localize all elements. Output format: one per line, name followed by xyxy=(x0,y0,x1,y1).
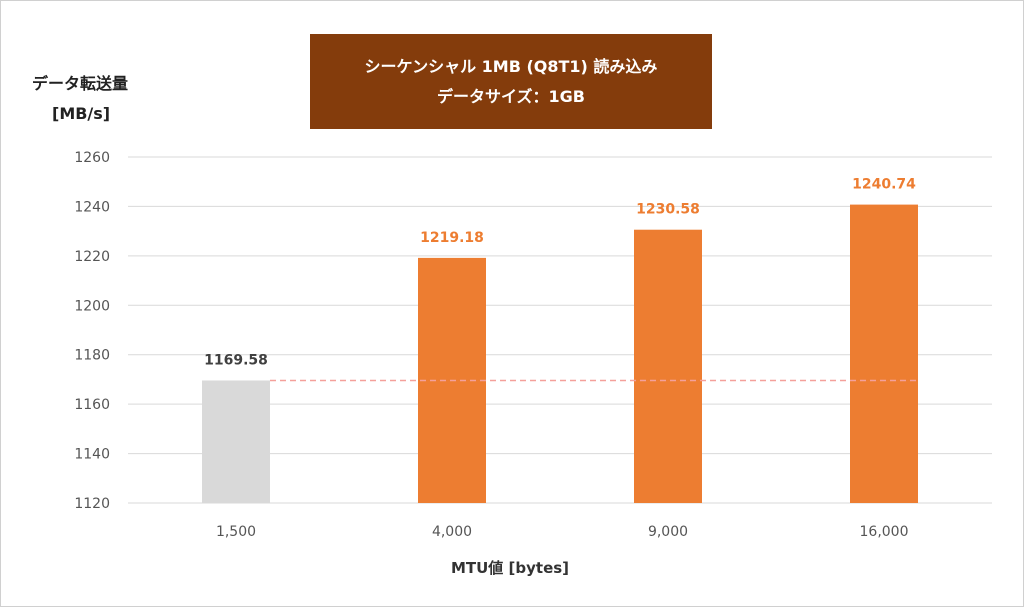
x-tick-label: 1,500 xyxy=(216,524,256,540)
y-tick-label: 1260 xyxy=(74,150,110,166)
y-tick-label: 1140 xyxy=(74,447,110,463)
chart-title: シーケンシャル 1MB (Q8T1) 読み込み xyxy=(364,56,658,76)
y-tick-label: 1160 xyxy=(74,397,110,413)
y-tick-labels: 1120 1140 1160 1180 1200 1220 1240 1260 xyxy=(74,150,110,512)
y-axis-unit: [MB/s] xyxy=(52,104,111,123)
chart-title-box: シーケンシャル 1MB (Q8T1) 読み込み データサイズ：1GB xyxy=(310,34,712,129)
data-labels: 1169.58 1219.18 1230.58 1240.74 xyxy=(204,177,916,369)
data-label: 1230.58 xyxy=(636,202,700,218)
bar xyxy=(202,380,270,503)
data-label: 1219.18 xyxy=(420,230,484,246)
y-axis-label: データ転送量 xyxy=(32,74,129,93)
bars xyxy=(202,204,918,504)
x-tick-label: 4,000 xyxy=(432,524,472,540)
x-tick-label: 16,000 xyxy=(860,524,909,540)
data-label: 1169.58 xyxy=(204,352,268,368)
y-tick-label: 1200 xyxy=(74,298,110,314)
gridlines xyxy=(128,156,992,504)
bar xyxy=(850,204,918,503)
x-tick-label: 9,000 xyxy=(648,524,688,540)
y-tick-label: 1240 xyxy=(74,199,110,215)
bar xyxy=(634,229,702,504)
x-tick-labels: 1,500 4,000 9,000 16,000 xyxy=(216,524,909,540)
y-tick-label: 1180 xyxy=(74,348,110,364)
x-axis-label: MTU値 [bytes] xyxy=(450,559,570,577)
y-tick-label: 1120 xyxy=(74,496,110,512)
data-label: 1240.74 xyxy=(852,177,916,193)
y-tick-label: 1220 xyxy=(74,249,110,265)
chart-subtitle: データサイズ：1GB xyxy=(437,86,585,106)
